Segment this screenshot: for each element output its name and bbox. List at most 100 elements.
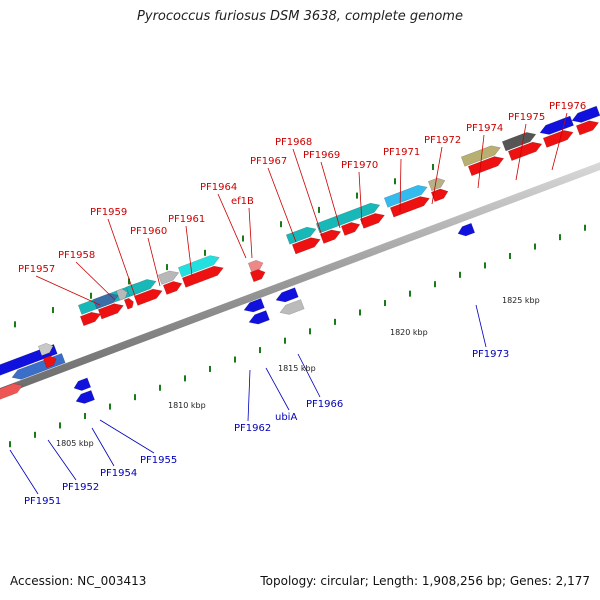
kbp-tick	[34, 431, 36, 438]
kbp-tick	[84, 412, 86, 419]
kbp-tick	[409, 290, 411, 297]
reverse-gene-label: PF1951	[24, 496, 61, 507]
feature-arrow	[133, 288, 163, 306]
scale-labels: 1805 kbp 1810 kbp 1815 kbp 1820 kbp 1825 kbp	[56, 296, 540, 448]
leader-line	[267, 167, 297, 243]
kbp-tick	[509, 252, 511, 259]
forward-gene-label: PF1961	[168, 214, 205, 225]
feature-arrow	[115, 288, 128, 301]
leader-line	[297, 353, 321, 398]
feature-arrow	[460, 145, 501, 167]
kbp-tick	[9, 441, 11, 448]
forward-gene-label: PF1971	[383, 147, 420, 158]
kbp-tick	[109, 403, 111, 410]
forward-gene-label: PF1968	[275, 137, 312, 148]
leader-line	[431, 146, 443, 205]
leader-line	[185, 225, 193, 277]
reverse-feature	[75, 390, 95, 404]
label-leader-lines	[9, 112, 568, 495]
forward-gene-label: ef1B	[231, 196, 254, 207]
forward-feature	[542, 130, 574, 148]
reverse-gene-label: PF1955	[140, 455, 177, 466]
kbp-tick	[359, 309, 361, 316]
track-tick	[90, 292, 92, 299]
kbp-tick	[559, 234, 561, 241]
feature-arrow	[542, 130, 574, 148]
forward-gene-label: PF1975	[508, 112, 545, 123]
forward-gene-label: PF1976	[549, 101, 586, 112]
feature-arrow	[383, 185, 428, 208]
forward-feature	[285, 226, 317, 245]
feature-arrow	[359, 213, 385, 229]
feature-arrow	[319, 229, 342, 244]
kbp-tick	[259, 347, 261, 354]
track-tick	[394, 178, 396, 185]
feature-arrow	[0, 383, 24, 403]
feature-arrow	[181, 265, 224, 288]
forward-feature	[430, 188, 449, 202]
kbp-tick	[59, 422, 61, 429]
feature-arrow	[123, 297, 134, 310]
reverse-gene-label: PF1966	[306, 399, 343, 410]
feature-arrow	[249, 269, 266, 283]
forward-feature	[319, 229, 342, 244]
forward-feature	[177, 255, 220, 278]
forward-gene-label: PF1958	[58, 250, 95, 261]
feature-arrow	[79, 311, 102, 327]
reverse-feature	[243, 298, 265, 313]
feature-arrow	[73, 377, 92, 391]
forward-feature	[133, 288, 163, 306]
kbp-tick	[284, 337, 286, 344]
feature-arrow	[97, 303, 124, 320]
track-tick	[242, 235, 244, 242]
forward-gene-label: PF1974	[466, 123, 503, 134]
feature-arrow	[340, 222, 361, 236]
kbp-label: 1825 kbp	[502, 296, 540, 305]
forward-gene-label: PF1960	[130, 226, 167, 237]
forward-feature	[42, 355, 57, 369]
kbp-tick	[184, 375, 186, 382]
reverse-feature	[275, 287, 299, 303]
feature-arrow	[427, 177, 446, 192]
track-tick	[356, 192, 358, 199]
leader-line	[217, 193, 247, 259]
feature-arrow	[42, 355, 57, 369]
forward-feature	[37, 343, 54, 356]
reverse-gene-label: ubiA	[275, 412, 297, 423]
forward-feature	[315, 202, 381, 234]
reverse-gene-label: PF1973	[472, 349, 509, 360]
reverse-gene-label: PF1952	[62, 482, 99, 493]
kbp-ticks	[9, 163, 586, 448]
leader-line	[551, 112, 568, 171]
feature-arrow	[285, 226, 317, 245]
leader-line	[47, 439, 77, 481]
kbp-tick	[134, 394, 136, 401]
forward-feature	[181, 265, 224, 288]
feature-arrow	[430, 188, 449, 202]
kbp-label: 1815 kbp	[278, 364, 316, 373]
leader-line	[475, 304, 487, 348]
forward-feature	[157, 270, 180, 285]
leader-line	[91, 427, 115, 467]
feature-arrow	[575, 120, 600, 136]
leader-line	[515, 123, 527, 181]
forward-gene-label: PF1957	[18, 264, 55, 275]
track-tick	[14, 321, 16, 328]
kbp-tick	[434, 281, 436, 288]
feature-arrow	[247, 259, 264, 273]
kbp-tick	[584, 224, 586, 231]
leader-line	[358, 171, 363, 225]
feature-arrow	[177, 255, 220, 278]
forward-gene-label: PF1964	[200, 182, 237, 193]
feature-arrow	[157, 270, 180, 285]
forward-gene-label: PF1970	[341, 160, 378, 171]
forward-feature	[247, 259, 264, 273]
leader-line	[247, 369, 251, 422]
kbp-tick	[234, 356, 236, 363]
leader-line	[107, 218, 136, 297]
forward-gene-label: PF1967	[250, 156, 287, 167]
track-tick	[318, 206, 320, 213]
kbp-tick	[384, 300, 386, 307]
forward-feature	[359, 213, 385, 229]
